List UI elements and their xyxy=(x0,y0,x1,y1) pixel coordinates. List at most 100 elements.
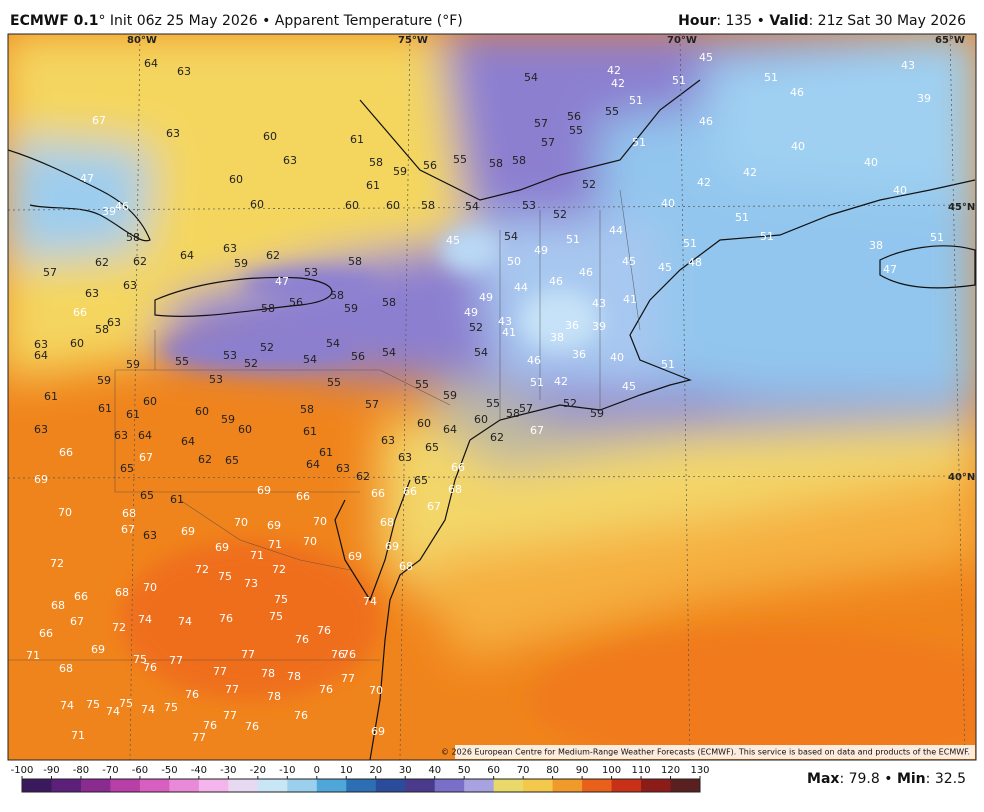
temperature-label: 77 xyxy=(169,654,183,667)
colorbar-segment xyxy=(641,779,672,792)
temperature-label: 60 xyxy=(386,199,400,212)
temperature-label: 42 xyxy=(697,176,711,189)
temperature-label: 65 xyxy=(414,474,428,487)
temperature-label: 53 xyxy=(304,266,318,279)
temperature-label: 63 xyxy=(223,242,237,255)
temperature-label: 42 xyxy=(607,64,621,77)
temperature-label: 56 xyxy=(289,296,303,309)
temperature-label: 75 xyxy=(274,593,288,606)
graticule xyxy=(8,34,976,760)
temperature-label: 76 xyxy=(331,648,345,661)
footer-stats: Max: 79.8 • Min: 32.5 xyxy=(807,771,966,787)
temperature-label: 51 xyxy=(735,211,749,224)
longitude-label: 70°W xyxy=(667,35,697,46)
temperature-label: 61 xyxy=(350,133,364,146)
temperature-label: 51 xyxy=(760,230,774,243)
temperature-label: 55 xyxy=(175,355,189,368)
temperature-label: 55 xyxy=(569,124,583,137)
temperature-label: 66 xyxy=(371,487,385,500)
temperature-label: 75 xyxy=(119,697,133,710)
temperature-label: 45 xyxy=(658,261,672,274)
temperature-label: 76 xyxy=(143,661,157,674)
colorbar-segment xyxy=(611,779,642,792)
temperature-label: 54 xyxy=(474,346,488,359)
temperature-label: 46 xyxy=(549,275,563,288)
temperature-label: 56 xyxy=(351,350,365,363)
temperature-label: 45 xyxy=(622,380,636,393)
temperature-label: 63 xyxy=(34,338,48,351)
colorbar-tick-label: 70 xyxy=(517,765,530,776)
temperature-label: 58 xyxy=(512,154,526,167)
temperature-label: 70 xyxy=(313,515,327,528)
temperature-label: 55 xyxy=(327,376,341,389)
temperature-label: 69 xyxy=(267,519,281,532)
colorbar-tick-label: -30 xyxy=(220,765,236,776)
temperature-label: 77 xyxy=(223,709,237,722)
temperature-label: 76 xyxy=(185,688,199,701)
temperature-label: 70 xyxy=(369,684,383,697)
temperature-label: 60 xyxy=(345,199,359,212)
temperature-label: 43 xyxy=(901,59,915,72)
temperature-label: 75 xyxy=(218,570,232,583)
temperature-label: 76 xyxy=(203,719,217,732)
temperature-label: 63 xyxy=(398,451,412,464)
temperature-label: 63 xyxy=(177,65,191,78)
header-title: ECMWF 0.1° Init 06z 25 May 2026 • Appare… xyxy=(10,13,463,29)
colorbar-segment xyxy=(198,779,229,792)
latitude-label: 45°N xyxy=(948,202,975,213)
temperature-label: 63 xyxy=(85,287,99,300)
temperature-label: 58 xyxy=(382,296,396,309)
temperature-label: 60 xyxy=(143,395,157,408)
temperature-label: 52 xyxy=(244,357,258,370)
colorbar-tick-label: 30 xyxy=(399,765,412,776)
temperature-label: 72 xyxy=(272,563,286,576)
temperature-label: 62 xyxy=(266,249,280,262)
temperature-label: 68 xyxy=(122,507,136,520)
temperature-label: 78 xyxy=(267,690,281,703)
colorbar-tick-label: -20 xyxy=(250,765,266,776)
colorbar-tick-label: 110 xyxy=(631,765,650,776)
temperature-label: 51 xyxy=(672,74,686,87)
temperature-label: 43 xyxy=(498,315,512,328)
temperature-label: 66 xyxy=(296,490,310,503)
colorbar-segment xyxy=(346,779,377,792)
temperature-label: 67 xyxy=(92,114,106,127)
longitude-label: 65°W xyxy=(935,35,965,46)
temperature-label: 74 xyxy=(178,615,192,628)
temperature-label: 70 xyxy=(303,535,317,548)
temperature-label: 77 xyxy=(341,672,355,685)
temperature-label: 53 xyxy=(209,373,223,386)
temperature-label: 59 xyxy=(234,257,248,270)
colorbar-tick-label: 90 xyxy=(576,765,589,776)
temperature-label: 77 xyxy=(192,731,206,744)
temperature-label: 52 xyxy=(260,341,274,354)
colorbar-tick-label: -50 xyxy=(161,765,177,776)
temperature-label: 68 xyxy=(380,516,394,529)
temperature-label: 39 xyxy=(917,92,931,105)
map-frame xyxy=(7,33,977,761)
temperature-label: 76 xyxy=(317,624,331,637)
colorbar-tick-label: -10 xyxy=(279,765,295,776)
temperature-label: 63 xyxy=(381,434,395,447)
temperature-label: 49 xyxy=(464,306,478,319)
temperature-label: 69 xyxy=(34,473,48,486)
temperature-label: 60 xyxy=(263,130,277,143)
temperature-label: 39 xyxy=(592,320,606,333)
colorbar-segment xyxy=(405,779,436,792)
colorbar-segment xyxy=(582,779,613,792)
temperature-label: 63 xyxy=(283,154,297,167)
temperature-label: 63 xyxy=(107,316,121,329)
temperature-label: 49 xyxy=(479,291,493,304)
temperature-label: 68 xyxy=(51,599,65,612)
colorbar-segment xyxy=(464,779,495,792)
temperature-label: 42 xyxy=(743,166,757,179)
temperature-label: 69 xyxy=(385,540,399,553)
temperature-label: 44 xyxy=(609,224,623,237)
colorbar-tick-label: 40 xyxy=(428,765,441,776)
temperature-label: 72 xyxy=(50,557,64,570)
temperature-label: 63 xyxy=(114,429,128,442)
temperature-label: 69 xyxy=(91,643,105,656)
temperature-label: 53 xyxy=(223,349,237,362)
temperature-label: 75 xyxy=(164,701,178,714)
